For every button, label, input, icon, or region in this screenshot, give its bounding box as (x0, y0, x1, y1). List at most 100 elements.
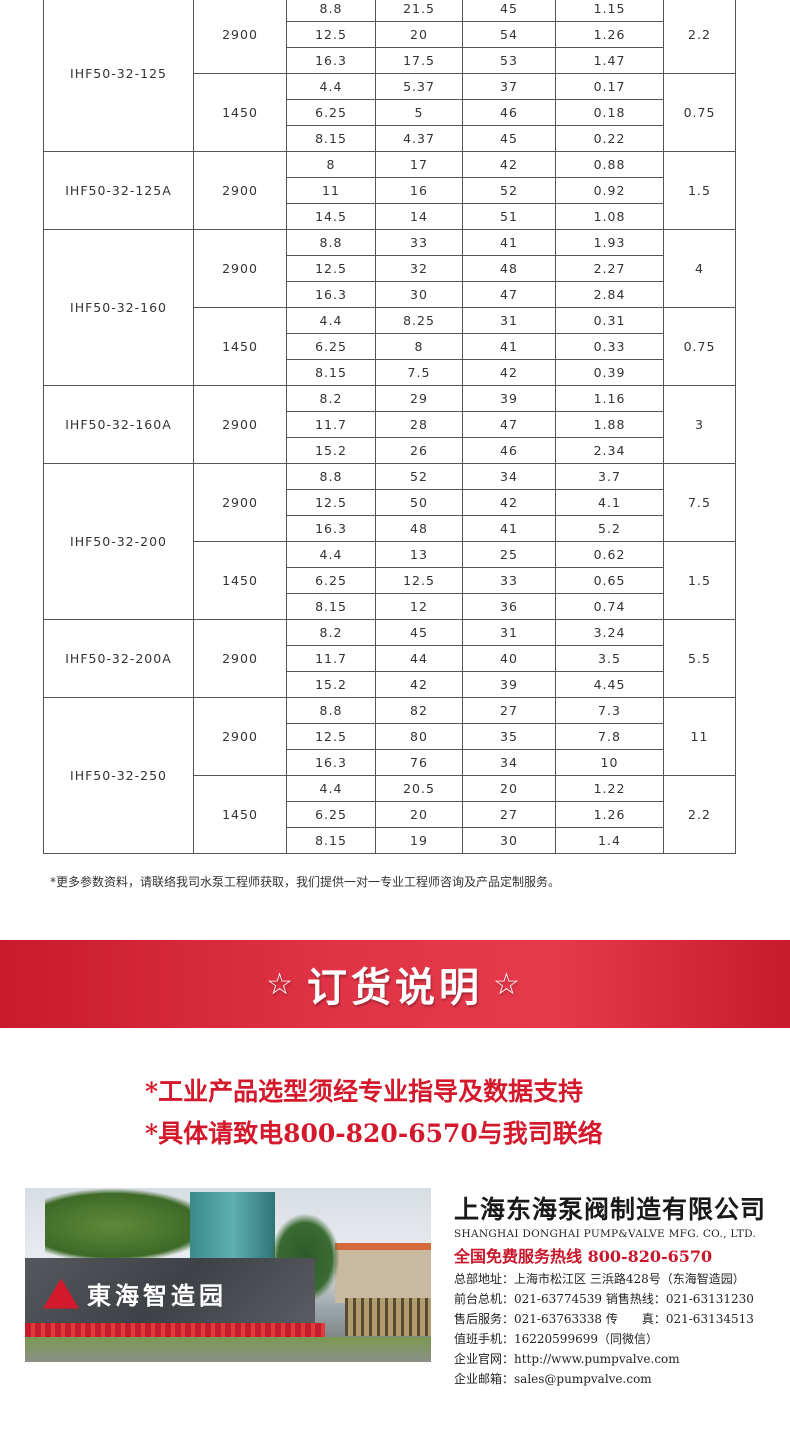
model-cell: IHF50-32-125A (43, 151, 194, 230)
shaft-power-cell: 4.1 (555, 489, 664, 516)
website[interactable]: 企业官网：http://www.pumpvalve.com (454, 1352, 680, 1366)
shaft-power-cell: 0.74 (555, 593, 664, 620)
flow-cell: 15.2 (286, 671, 376, 698)
star-icon: ☆ (266, 966, 297, 1002)
flow-cell: 11.7 (286, 411, 376, 438)
flow-cell: 14.5 (286, 203, 376, 230)
shaft-power-cell: 2.34 (555, 437, 664, 464)
flow-cell: 8.8 (286, 0, 376, 22)
shaft-power-cell: 1.15 (555, 0, 664, 22)
table-row: 16.3 17.5 53 1.47 (44, 47, 736, 74)
table-row: 1450 4.4 8.25 31 0.31 0.75 (44, 307, 736, 386)
table-row: 8.15 19 30 1.4 (44, 827, 736, 854)
efficiency-cell: 20 (462, 775, 556, 802)
park-logo-text: 東海智造园 (87, 1281, 227, 1310)
head-cell: 20.5 (375, 775, 463, 802)
speed-cell: 1450 (193, 541, 287, 620)
head-cell: 45 (375, 619, 463, 646)
flow-cell: 12.5 (286, 255, 376, 282)
email[interactable]: 企业邮箱：sales@pumpvalve.com (454, 1372, 652, 1386)
shaft-power-cell: 3.7 (555, 463, 664, 490)
efficiency-cell: 42 (462, 489, 556, 516)
motor-power-cell: 11 (663, 697, 736, 776)
flow-cell: 16.3 (286, 281, 376, 308)
table-row: 8.15 7.5 42 0.39 (44, 359, 736, 386)
order-line-2: *具体请致电800-820-6570与我司联络 (145, 1119, 603, 1148)
table-row: IHF50-32-250 2900 8.8 82 27 7.3 11 (43, 697, 736, 854)
head-cell: 42 (375, 671, 463, 698)
motor-power-cell: 2.2 (663, 0, 736, 74)
motor-power-cell: 0.75 (663, 73, 736, 152)
head-cell: 76 (375, 749, 463, 776)
hotline: 全国免费服务热线 800-820-6570 (454, 1247, 713, 1266)
head-cell: 48 (375, 515, 463, 542)
shaft-power-cell: 0.17 (555, 73, 664, 100)
shaft-power-cell: 3.24 (555, 619, 664, 646)
efficiency-cell: 36 (462, 593, 556, 620)
speed-cell: 2900 (193, 229, 287, 308)
efficiency-cell: 34 (462, 749, 556, 776)
model-cell: IHF50-32-200A (43, 619, 194, 698)
speed-cell: 1450 (193, 73, 287, 152)
flow-cell: 12.5 (286, 723, 376, 750)
company-info: 上海东海泵阀制造有限公司 SHANGHAI DONGHAI PUMP&VALVE… (454, 1190, 766, 1387)
flow-cell: 8.15 (286, 359, 376, 386)
table-row: 16.3 30 47 2.84 (44, 281, 736, 308)
table-row: 1450 4.4 5.37 37 0.17 0.75 (44, 73, 736, 152)
motor-power-cell: 3 (663, 385, 736, 464)
flow-cell: 16.3 (286, 515, 376, 542)
motor-power-cell: 2.2 (663, 775, 736, 854)
shaft-power-cell: 0.18 (555, 99, 664, 126)
flow-cell: 4.4 (286, 307, 376, 334)
efficiency-cell: 41 (462, 515, 556, 542)
shaft-power-cell: 0.65 (555, 567, 664, 594)
table-row: 12.5 50 42 4.1 (44, 489, 736, 516)
speed-cell: 2900 (193, 619, 287, 698)
flow-cell: 4.4 (286, 541, 376, 568)
head-cell: 8.25 (375, 307, 463, 334)
efficiency-cell: 41 (462, 229, 556, 256)
table-row: 1450 4.4 13 25 0.62 1.5 (44, 541, 736, 620)
speed-cell: 2900 (193, 151, 287, 230)
shaft-power-cell: 0.31 (555, 307, 664, 334)
efficiency-cell: 51 (462, 203, 556, 230)
head-cell: 8 (375, 333, 463, 360)
flow-cell: 6.25 (286, 567, 376, 594)
shaft-power-cell: 0.92 (555, 177, 664, 204)
head-cell: 44 (375, 645, 463, 672)
head-cell: 5 (375, 99, 463, 126)
flow-cell: 8.2 (286, 619, 376, 646)
efficiency-cell: 46 (462, 437, 556, 464)
shaft-power-cell: 0.22 (555, 125, 664, 152)
table-row: 12.5 20 54 1.26 (44, 21, 736, 48)
head-cell: 17.5 (375, 47, 463, 74)
head-cell: 7.5 (375, 359, 463, 386)
flow-cell: 4.4 (286, 775, 376, 802)
efficiency-cell: 46 (462, 99, 556, 126)
shaft-power-cell: 10 (555, 749, 664, 776)
efficiency-cell: 41 (462, 333, 556, 360)
table-row: IHF50-32-160A 2900 8.2 29 39 1.16 3 (43, 385, 736, 464)
head-cell: 5.37 (375, 73, 463, 100)
efficiency-cell: 30 (462, 827, 556, 854)
shaft-power-cell: 1.93 (555, 229, 664, 256)
motor-power-cell: 1.5 (663, 151, 736, 230)
flow-cell: 12.5 (286, 21, 376, 48)
motor-power-cell: 4 (663, 229, 736, 308)
efficiency-cell: 47 (462, 281, 556, 308)
logo-mark-icon (43, 1278, 79, 1309)
motor-power-cell: 7.5 (663, 463, 736, 542)
head-cell: 20 (375, 21, 463, 48)
efficiency-cell: 47 (462, 411, 556, 438)
flow-cell: 16.3 (286, 47, 376, 74)
banner-title: 订货说明 (307, 965, 483, 1011)
table-row: IHF50-32-200A 2900 8.2 45 31 3.24 5.5 (43, 619, 736, 698)
star-icon: ☆ (493, 966, 524, 1002)
flow-cell: 6.25 (286, 801, 376, 828)
table-row: 6.25 12.5 33 0.65 (44, 567, 736, 594)
table-row: 1450 4.4 20.5 20 1.22 2.2 (44, 775, 736, 854)
model-cell: IHF50-32-125 (43, 0, 194, 152)
efficiency-cell: 39 (462, 385, 556, 412)
flow-cell: 8.8 (286, 463, 376, 490)
park-logo: 東海智造园 (43, 1276, 227, 1311)
